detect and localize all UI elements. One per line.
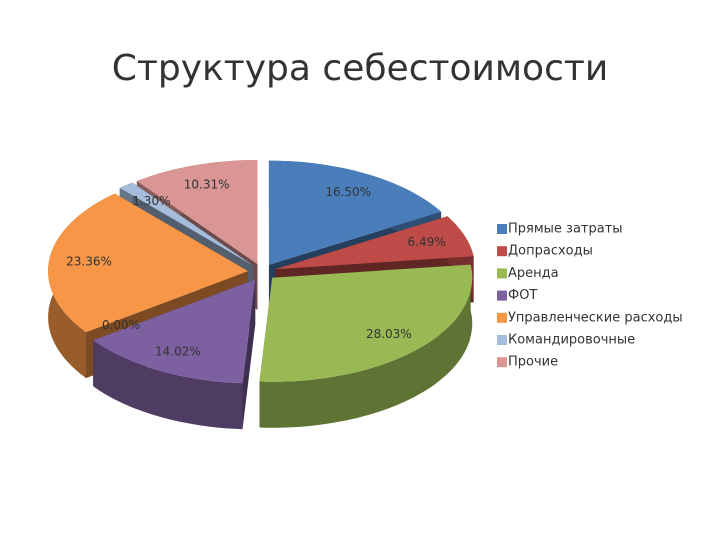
- slice-outer-wall: [259, 264, 473, 428]
- data-label: 14.02%: [155, 345, 201, 359]
- data-label: 28.03%: [366, 327, 412, 341]
- data-label: 0.00%: [102, 318, 140, 332]
- legend-label: Управленческие расходы: [508, 310, 683, 325]
- legend-swatch: [497, 290, 507, 301]
- data-label: 10.31%: [184, 178, 230, 192]
- data-label: 6.49%: [408, 235, 446, 249]
- legend-label: Аренда: [508, 266, 559, 281]
- legend-swatch: [497, 246, 507, 257]
- legend-label: Командировочные: [508, 333, 635, 348]
- slice: [48, 193, 249, 333]
- slice: [136, 160, 258, 264]
- legend-label: ФОТ: [508, 288, 537, 303]
- chart-title: Структура себестоимости: [112, 48, 608, 89]
- legend-label: Прямые затраты: [508, 222, 623, 237]
- slice-outer-wall: [93, 340, 243, 430]
- slice: [93, 279, 256, 384]
- slice: [259, 264, 473, 382]
- legend-label: Прочие: [508, 355, 558, 370]
- legend-swatch: [497, 312, 507, 323]
- slice: [268, 160, 442, 265]
- legend-swatch: [497, 224, 507, 234]
- data-label: 16.50%: [325, 185, 371, 199]
- data-label: 1.30%: [132, 194, 170, 208]
- legend-swatch: [497, 357, 507, 368]
- slice: [275, 216, 474, 270]
- legend-label: Допрасходы: [508, 244, 593, 259]
- data-label: 23.36%: [66, 255, 112, 269]
- slice: [119, 182, 254, 266]
- legend-swatch: [497, 335, 507, 345]
- legend-swatch: [497, 268, 507, 279]
- slice-tops: [48, 160, 474, 384]
